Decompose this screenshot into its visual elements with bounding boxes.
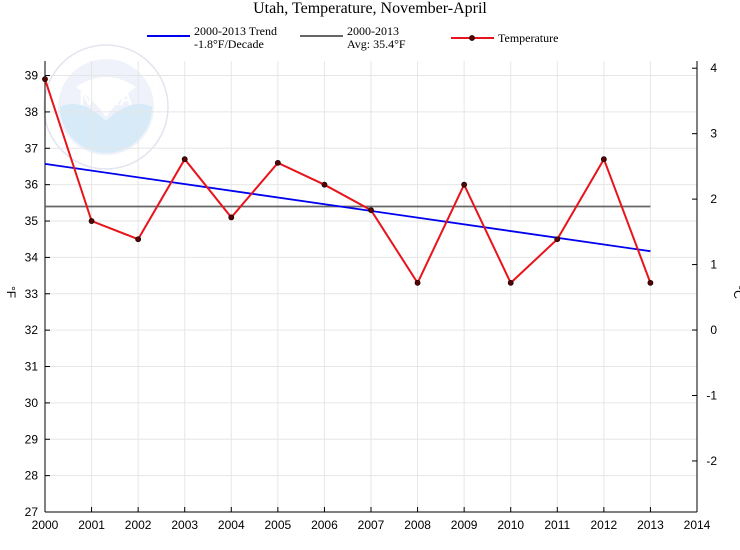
x-tick-label: 2007 <box>358 518 385 532</box>
chart-title: Utah, Temperature, November-April <box>253 0 487 17</box>
y-tick-label-right: 2 <box>710 192 717 206</box>
x-tick-label: 2012 <box>591 518 618 532</box>
noaa-logo-text: NOAA <box>80 89 133 109</box>
y-axis-right-title: °C <box>731 285 740 299</box>
y-tick-label-left: 33 <box>25 287 39 301</box>
noaa-logo-watermark: NOAA <box>43 44 169 170</box>
data-point <box>42 76 48 83</box>
y-axis-left-title: °F <box>4 286 18 298</box>
data-point <box>554 236 561 243</box>
y-tick-label-left: 30 <box>25 396 39 410</box>
y-tick-label-left: 28 <box>25 469 39 483</box>
x-tick-label: 2000 <box>32 518 59 532</box>
x-tick-label: 2014 <box>684 518 711 532</box>
x-tick-label: 2006 <box>311 518 338 532</box>
legend-trend-label-2: -1.8°F/Decade <box>194 37 264 51</box>
x-tick-label: 2004 <box>218 518 245 532</box>
y-tick-label-left: 32 <box>25 323 39 337</box>
legend-trend-label: 2000-2013 Trend <box>194 24 277 38</box>
legend: 2000-2013 Trend -1.8°F/Decade 2000-2013 … <box>147 24 558 51</box>
x-tick-label: 2001 <box>78 518 105 532</box>
x-tick-label: 2005 <box>265 518 292 532</box>
data-point <box>181 156 188 163</box>
x-tick-label: 2008 <box>404 518 431 532</box>
data-point <box>647 279 654 286</box>
series-line <box>44 163 651 253</box>
y-tick-label-left: 34 <box>25 250 39 264</box>
data-point <box>88 218 95 224</box>
y-tick-label-right: 0 <box>710 323 717 337</box>
axes: 2000 2001 2002 2003 2004 2005 2006 2007 2008 2009… <box>25 61 717 532</box>
y-tick-label-right: -2 <box>706 454 717 468</box>
x-tick-label: 2013 <box>637 518 664 532</box>
x-tick-label: 2010 <box>497 518 524 532</box>
legend-avg-label-2: Avg: 35.4°F <box>347 37 406 51</box>
series-line <box>44 78 652 285</box>
data-point <box>414 279 421 286</box>
y-tick-label-left: 38 <box>25 105 39 119</box>
series-lines <box>44 78 652 285</box>
y-tick-label-left: 31 <box>25 360 39 374</box>
y-tick-label-right: 1 <box>710 258 717 272</box>
series-points <box>42 76 654 286</box>
y-tick-label-left: 39 <box>25 69 39 83</box>
data-point <box>461 181 468 188</box>
y-tick-label-right: 3 <box>710 127 717 141</box>
y-tick-label-right: -1 <box>706 388 717 402</box>
legend-avg-label: 2000-2013 <box>347 24 399 38</box>
y-tick-label-left: 29 <box>25 432 39 446</box>
x-tick-label: 2011 <box>544 518 570 532</box>
y-tick-label-left: 37 <box>25 141 39 155</box>
y-tick-label-left: 27 <box>25 505 39 519</box>
data-point <box>274 159 281 166</box>
data-point <box>600 156 607 163</box>
data-point <box>507 279 514 286</box>
legend-temp-marker <box>469 35 475 41</box>
grid <box>44 61 698 513</box>
x-tick-label: 2003 <box>171 518 198 532</box>
x-tick-label: 2002 <box>125 518 152 532</box>
data-point <box>368 207 374 214</box>
y-tick-label-left: 35 <box>25 214 39 228</box>
legend-temp-label: Temperature <box>498 31 558 45</box>
data-point <box>321 181 328 188</box>
y-tick-label-right: 4 <box>710 61 717 75</box>
data-point <box>135 236 142 243</box>
y-tick-label-left: 36 <box>25 178 39 192</box>
x-tick-label: 2009 <box>451 518 478 532</box>
data-point <box>228 214 235 221</box>
